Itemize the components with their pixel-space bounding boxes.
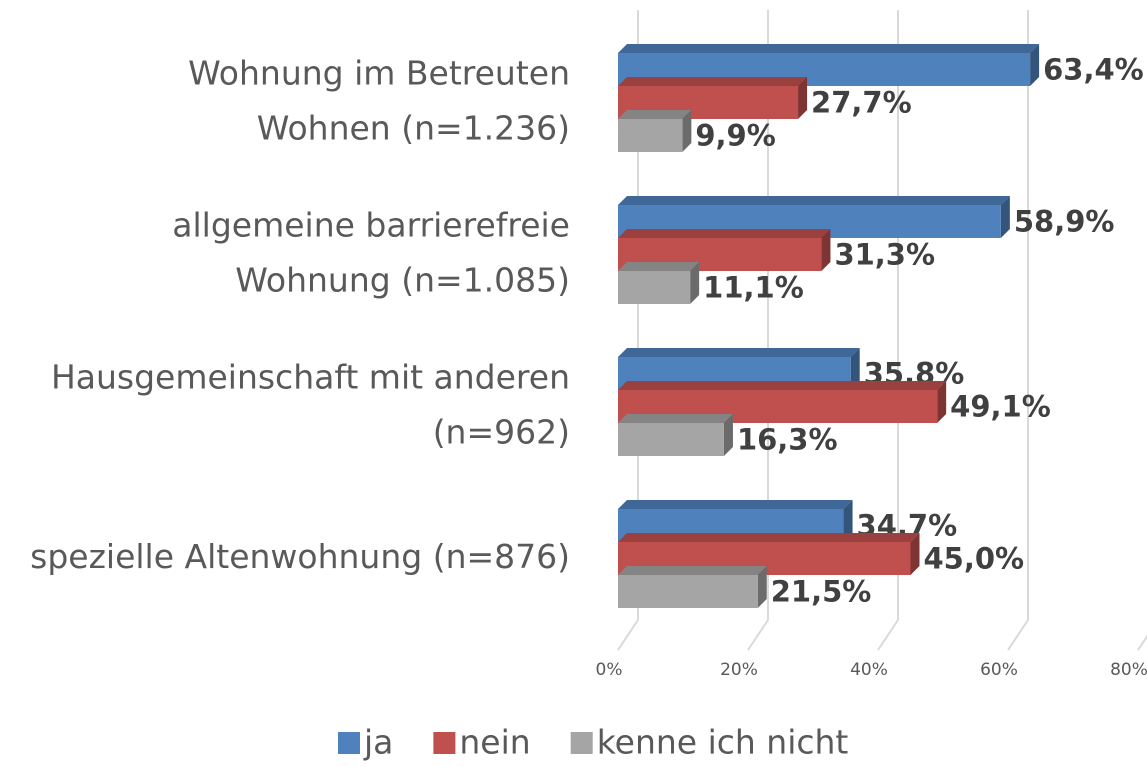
legend-swatch [433, 732, 456, 754]
bar-side [1030, 44, 1040, 86]
bar-side [937, 381, 947, 423]
value-label: 27,7% [811, 86, 912, 120]
bar-top [618, 348, 860, 357]
legend-label: kenne ich nicht [597, 723, 849, 762]
value-label: 16,3% [737, 423, 838, 457]
bar-top [618, 196, 1010, 205]
bar-side [682, 110, 692, 152]
grid-floor [617, 619, 639, 651]
bar-top [618, 381, 947, 390]
category-label: spezielle Altenwohnung (n=876) [30, 537, 570, 576]
x-tick-label: 40% [850, 660, 888, 680]
bar [618, 423, 724, 456]
value-label: 63,4% [1043, 53, 1144, 87]
value-label: 21,5% [771, 575, 872, 609]
bar-side [690, 262, 700, 304]
x-tick-label: 0% [596, 660, 623, 680]
bar [618, 575, 758, 608]
legend-label: ja [363, 723, 393, 762]
grid-floor [747, 619, 769, 651]
bar-side [821, 229, 831, 271]
bar [618, 119, 683, 152]
bar-side [843, 500, 853, 542]
bar-side [910, 533, 920, 575]
legend-swatch [570, 732, 593, 754]
bar-side [850, 348, 860, 390]
bar-top [618, 110, 692, 119]
grid-floor [1007, 619, 1029, 651]
bar-top [618, 229, 831, 238]
x-tick-label: 20% [720, 660, 758, 680]
x-tick-label: 80% [1110, 660, 1147, 680]
bar-side [723, 414, 733, 456]
bar-side [798, 77, 808, 119]
category-label: Wohnen (n=1.236) [257, 109, 570, 148]
bar-top [618, 44, 1040, 53]
value-label: 49,1% [950, 390, 1051, 424]
grid-floor [1137, 634, 1147, 651]
category-label: Hausgemeinschaft mit anderen [51, 358, 570, 397]
value-label: 31,3% [834, 238, 935, 272]
legend-label: nein [459, 723, 530, 762]
value-label: 9,9% [695, 119, 775, 153]
value-label: 11,1% [703, 271, 804, 305]
bar-top [618, 77, 808, 86]
bar-top [618, 533, 920, 542]
bar-top [618, 500, 853, 509]
x-tick-label: 60% [980, 660, 1018, 680]
bar-side [757, 566, 767, 608]
value-label: 45,0% [924, 542, 1025, 576]
grid-floor [877, 619, 899, 651]
category-label: Wohnung im Betreuten [188, 54, 570, 93]
bar-top [618, 414, 733, 423]
category-label: allgemeine barrierefreie [172, 206, 570, 245]
bar [618, 271, 691, 304]
category-label: Wohnung (n=1.085) [235, 261, 570, 300]
value-label: 58,9% [1014, 205, 1115, 239]
bar-side [1000, 196, 1010, 238]
category-label: (n=962) [433, 413, 570, 452]
bar-top [618, 566, 767, 575]
bar-top [618, 262, 700, 271]
legend-swatch [338, 732, 360, 754]
